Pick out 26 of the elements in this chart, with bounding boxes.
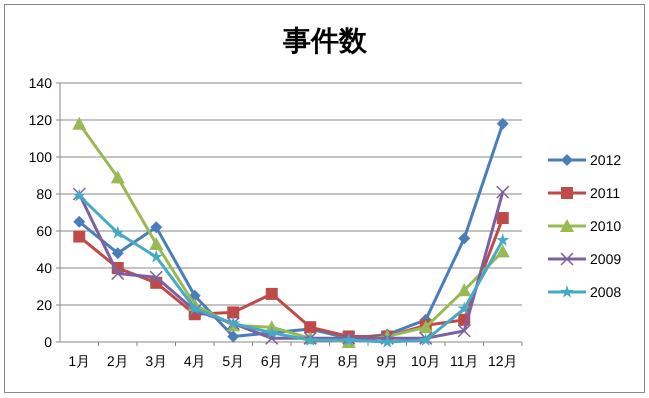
chart-title: 事件数	[282, 25, 368, 56]
y-tick-label: 80	[36, 186, 52, 202]
x-tick-label: 8月	[338, 353, 360, 369]
legend-label: 2009	[590, 251, 622, 267]
x-tick-label: 12月	[488, 353, 518, 369]
x-tick-label: 1月	[68, 353, 90, 369]
y-tick-label: 60	[36, 223, 52, 239]
y-tick-label: 140	[28, 75, 52, 91]
y-tick-label: 0	[44, 334, 52, 350]
y-tick-label: 120	[28, 112, 52, 128]
x-tick-label: 10月	[410, 353, 441, 369]
x-tick-label: 5月	[222, 353, 244, 369]
x-tick-label: 6月	[260, 353, 283, 369]
x-tick-label: 3月	[145, 353, 168, 369]
y-tick-label: 100	[28, 149, 52, 165]
legend-label: 2010	[590, 218, 622, 234]
x-tick-label: 11月	[450, 353, 479, 369]
x-tick-label: 7月	[299, 353, 322, 369]
y-tick-label: 40	[36, 260, 52, 276]
legend-label: 2011	[590, 185, 620, 201]
y-tick-label: 20	[36, 297, 52, 313]
legend-label: 2012	[590, 152, 622, 168]
x-tick-label: 2月	[106, 353, 129, 369]
x-tick-label: 9月	[376, 353, 398, 369]
legend-label: 2008	[590, 284, 622, 300]
x-tick-label: 4月	[184, 353, 206, 369]
